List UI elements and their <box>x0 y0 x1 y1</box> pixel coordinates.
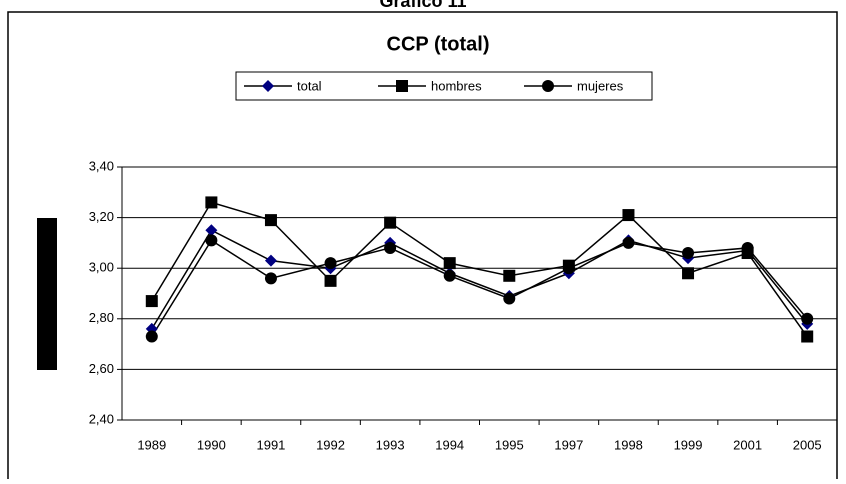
x-tick-label: 2005 <box>793 437 822 452</box>
data-point <box>384 216 397 229</box>
y-tick-label: 3,40 <box>89 158 114 173</box>
x-tick-label: 1992 <box>316 437 345 452</box>
x-tick-label: 1991 <box>256 437 285 452</box>
data-point <box>264 254 277 267</box>
y-tick-label: 2,40 <box>89 411 114 426</box>
data-point <box>205 224 218 237</box>
legend-label: total <box>297 78 322 93</box>
data-point <box>264 272 277 285</box>
data-point <box>145 295 158 308</box>
data-point <box>205 234 218 247</box>
legend-marker <box>542 80 554 92</box>
legend-marker <box>262 80 274 92</box>
legend-box <box>235 71 653 101</box>
data-point <box>562 262 575 275</box>
series-line <box>151 239 808 337</box>
x-tick-label: 1998 <box>614 437 643 452</box>
data-point <box>682 267 695 280</box>
data-point <box>801 312 814 325</box>
y-tick-label: 2,80 <box>89 310 114 325</box>
x-tick-label: 1999 <box>674 437 703 452</box>
data-point <box>324 257 337 270</box>
series-line <box>151 201 808 337</box>
x-tick-label: 1995 <box>495 437 524 452</box>
data-point <box>741 241 754 254</box>
x-tick-label: 1997 <box>554 437 583 452</box>
data-point <box>622 209 635 222</box>
data-point <box>443 257 456 270</box>
x-tick-label: 1989 <box>137 437 166 452</box>
data-point <box>205 196 218 209</box>
legend-label: mujeres <box>577 78 624 93</box>
data-point <box>622 236 635 249</box>
x-tick-label: 1994 <box>435 437 464 452</box>
data-point <box>324 274 337 287</box>
x-tick-label: 1993 <box>376 437 405 452</box>
x-tick-label: 1990 <box>197 437 226 452</box>
data-point <box>682 247 695 260</box>
data-point <box>264 214 277 227</box>
series-line <box>151 229 808 330</box>
data-point <box>503 292 516 305</box>
y-tick-label: 2,60 <box>89 361 114 376</box>
data-point <box>503 269 516 282</box>
x-tick-label: 2001 <box>733 437 762 452</box>
data-point <box>384 241 397 254</box>
legend-label: hombres <box>431 78 482 93</box>
data-point <box>145 330 158 343</box>
chart-title: CCP (total) <box>387 33 490 55</box>
redacted-axis-title <box>37 218 57 370</box>
y-tick-label: 3,00 <box>89 260 114 275</box>
data-point <box>443 269 456 282</box>
data-point <box>801 330 814 343</box>
legend-marker <box>396 80 408 92</box>
page-header: Gráfico 11 <box>379 0 466 11</box>
y-tick-label: 3,20 <box>89 209 114 224</box>
